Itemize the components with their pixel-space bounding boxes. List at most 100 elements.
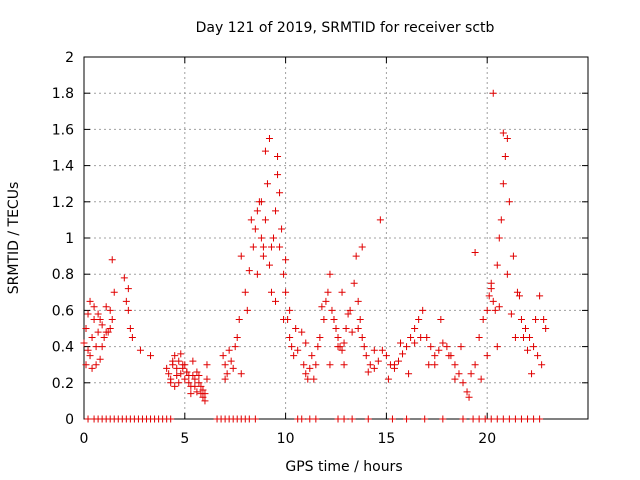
data-point <box>195 379 203 387</box>
data-point <box>419 306 427 314</box>
data-point <box>362 352 370 360</box>
data-point <box>457 343 465 351</box>
data-point <box>171 352 179 360</box>
data-point-zero <box>459 415 467 423</box>
data-point <box>136 346 144 354</box>
y-tick-label: 1.8 <box>52 86 74 102</box>
data-point <box>203 361 211 369</box>
data-point-zero <box>524 415 532 423</box>
data-points <box>80 89 550 423</box>
data-point <box>300 361 308 369</box>
data-point <box>231 343 239 351</box>
data-point <box>526 334 534 342</box>
data-point <box>437 315 445 323</box>
data-point <box>354 297 362 305</box>
data-point-zero <box>334 415 342 423</box>
data-point <box>459 379 467 387</box>
data-point <box>471 361 479 369</box>
data-point <box>439 339 447 347</box>
data-point <box>169 357 177 365</box>
x-axis-label: GPS time / hours <box>285 459 402 475</box>
data-point <box>431 361 439 369</box>
data-point <box>290 352 298 360</box>
data-point <box>282 288 290 296</box>
data-point <box>326 270 334 278</box>
data-point <box>270 234 278 242</box>
data-point <box>177 350 185 358</box>
data-point <box>403 343 411 351</box>
data-point <box>88 334 96 342</box>
x-tick-label: 5 <box>180 431 189 447</box>
data-point <box>257 234 265 242</box>
data-point-zero <box>439 415 447 423</box>
data-point-zero <box>421 415 429 423</box>
data-point <box>274 171 282 179</box>
data-point <box>203 375 211 383</box>
data-point <box>261 216 269 224</box>
data-point <box>475 334 483 342</box>
data-point <box>282 256 290 264</box>
data-point <box>171 382 179 390</box>
data-point <box>493 343 501 351</box>
data-point <box>358 334 366 342</box>
data-point <box>370 364 378 372</box>
data-point <box>173 372 181 380</box>
data-point <box>122 297 130 305</box>
data-point <box>477 375 485 383</box>
data-point <box>189 357 197 365</box>
data-point <box>225 346 233 354</box>
data-point <box>465 393 473 401</box>
data-point <box>92 361 100 369</box>
data-point <box>328 306 336 314</box>
data-point <box>167 379 175 387</box>
data-point <box>201 397 209 405</box>
data-point <box>471 248 479 256</box>
data-point-zero <box>530 415 538 423</box>
data-point-zero <box>511 415 519 423</box>
data-point <box>443 343 451 351</box>
data-point <box>519 334 527 342</box>
data-point <box>247 216 255 224</box>
y-tick-label: 1.4 <box>52 159 74 175</box>
data-point <box>330 315 338 323</box>
data-point-zero <box>298 415 306 423</box>
data-point-zero <box>481 415 489 423</box>
data-point <box>517 315 525 323</box>
data-point <box>304 375 312 383</box>
data-point <box>312 361 320 369</box>
data-point <box>86 352 94 360</box>
axis-ticks <box>83 56 588 420</box>
data-point <box>501 153 509 161</box>
data-point-zero <box>517 415 525 423</box>
data-point <box>364 368 372 376</box>
data-point <box>374 357 382 365</box>
data-point <box>360 343 368 351</box>
data-point <box>175 379 183 387</box>
data-point <box>534 352 542 360</box>
data-point <box>505 198 513 206</box>
data-point <box>286 334 294 342</box>
y-tick-label: 0.2 <box>52 376 74 392</box>
data-point <box>358 243 366 251</box>
data-point-zero <box>469 415 477 423</box>
data-point <box>306 364 314 372</box>
data-point <box>463 388 471 396</box>
data-point <box>124 306 132 314</box>
data-point <box>489 297 497 305</box>
data-point <box>191 382 199 390</box>
data-point-zero <box>403 415 411 423</box>
data-point <box>177 370 185 378</box>
data-point <box>417 334 425 342</box>
data-point <box>483 306 491 314</box>
data-point <box>229 364 237 372</box>
y-tick-label: 0.8 <box>52 267 74 283</box>
data-point <box>370 346 378 354</box>
data-point <box>263 180 271 188</box>
data-point-zero <box>340 415 348 423</box>
data-point <box>98 343 106 351</box>
data-point <box>96 315 104 323</box>
data-point <box>445 352 453 360</box>
data-point <box>199 393 207 401</box>
data-point <box>378 346 386 354</box>
